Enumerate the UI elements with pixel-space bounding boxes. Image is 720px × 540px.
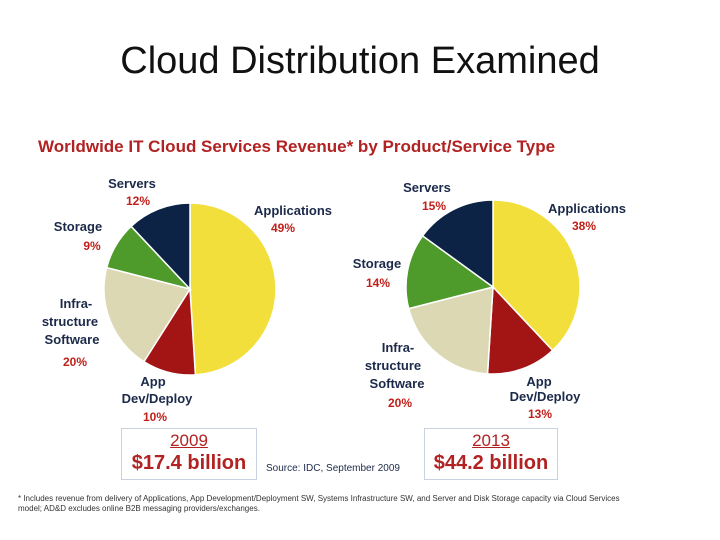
- pct-2009-applications: 49%: [271, 221, 295, 235]
- pie-2009: [103, 202, 277, 376]
- label-2013-storage: Storage: [353, 256, 401, 271]
- pct-2013-storage: 14%: [366, 276, 390, 290]
- pie-slice-2013-4: [421, 199, 494, 289]
- year-2009: 2009: [170, 431, 208, 450]
- pie-2013: [405, 199, 581, 375]
- pie-slice-2013-3: [405, 234, 495, 310]
- label-2009-infra-1: Infra-: [60, 296, 93, 311]
- pct-2009-storage: 9%: [83, 239, 101, 253]
- label-2013-infra-3: Software: [370, 376, 425, 391]
- label-2013-infra-2: structure: [365, 358, 421, 373]
- pct-2009-infra: 20%: [63, 355, 87, 369]
- pie-slice-2009-0: [189, 202, 277, 376]
- pct-2013-applications: 38%: [572, 219, 596, 233]
- label-2013-appdev-1: App: [526, 374, 551, 389]
- label-2009-appdev-1: App: [140, 374, 165, 389]
- pie-slice-2013-0: [492, 199, 581, 352]
- pie-slice-2009-2: [103, 266, 192, 363]
- pie-slice-2013-1: [486, 285, 554, 375]
- label-2013-appdev-2: Dev/Deploy: [510, 389, 582, 404]
- pct-2013-servers: 15%: [422, 199, 446, 213]
- total-box-2013: 2013 $44.2 billion: [424, 428, 558, 480]
- label-2013-infra-1: Infra-: [382, 340, 415, 355]
- pct-2013-appdev: 13%: [528, 407, 552, 421]
- slide-title: Cloud Distribution Examined: [120, 40, 600, 82]
- year-2013: 2013: [472, 431, 510, 450]
- label-2009-applications: Applications: [254, 203, 332, 218]
- pct-2009-appdev: 10%: [143, 410, 167, 424]
- label-2009-infra-3: Software: [45, 332, 100, 347]
- chart-title: Worldwide IT Cloud Services Revenue* by …: [38, 137, 555, 156]
- total-2013: $44.2 billion: [433, 452, 549, 474]
- label-2009-infra-2: structure: [42, 314, 98, 329]
- label-2009-appdev-2: Dev/Deploy: [122, 391, 194, 406]
- label-2013-servers: Servers: [403, 180, 451, 195]
- label-2009-servers: Servers: [108, 176, 156, 191]
- source-note: Source: IDC, September 2009: [266, 463, 400, 474]
- label-2013-applications: Applications: [548, 201, 626, 216]
- footnote: * Includes revenue from delivery of Appl…: [18, 494, 620, 513]
- total-2009: $17.4 billion: [131, 452, 247, 474]
- pct-2013-infra: 20%: [388, 396, 412, 410]
- total-box-2009: 2009 $17.4 billion: [121, 428, 257, 480]
- pie-slice-2009-4: [130, 202, 191, 291]
- pct-2009-servers: 12%: [126, 194, 150, 208]
- pie-slice-2013-2: [407, 286, 494, 375]
- label-2009-storage: Storage: [54, 219, 102, 234]
